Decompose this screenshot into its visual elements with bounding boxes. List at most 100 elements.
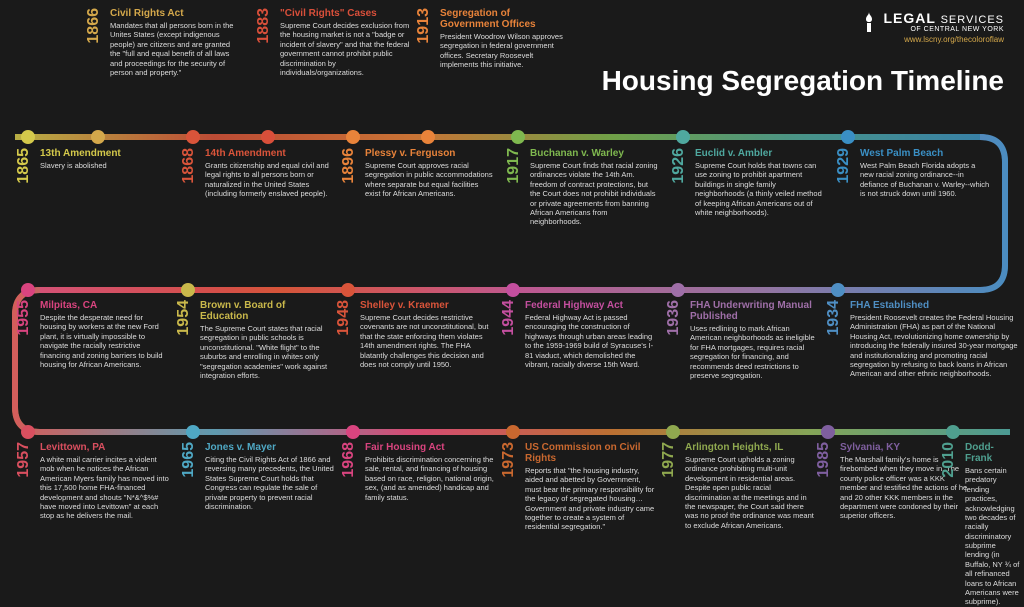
- event-desc: Citing the Civil Rights Act of 1866 and …: [205, 455, 335, 511]
- event-desc: President Woodrow Wilson approves segreg…: [440, 32, 570, 70]
- timeline-event: 1926Euclid v. AmblerSupreme Court holds …: [670, 148, 825, 217]
- event-title: Fair Housing Act: [365, 442, 495, 453]
- event-desc: Reports that "the housing industry, aide…: [525, 466, 655, 532]
- timeline-dot: [186, 425, 200, 439]
- event-desc: Supreme Court decides exclusion from the…: [280, 21, 410, 77]
- event-year: 1917: [505, 148, 523, 184]
- event-desc: West Palm Beach Florida adopts a new rac…: [860, 161, 990, 199]
- event-title: FHA Underwriting Manual Published: [690, 300, 820, 322]
- timeline-event: 1973 US Commission on Civil RightsReports…: [500, 442, 655, 532]
- timeline-event: 1883"Civil Rights" CasesSupreme Court de…: [255, 8, 410, 77]
- event-year: 1955: [15, 300, 33, 336]
- timeline-event: 1917Buchanan v. WarleySupreme Court find…: [505, 148, 660, 227]
- timeline-dot: [181, 283, 195, 297]
- timeline-event: 1955Milpitas, CADespite the desperate ne…: [15, 300, 170, 369]
- timeline-dot: [676, 130, 690, 144]
- event-desc: Prohibits discrimination concerning the …: [365, 455, 495, 502]
- event-year: 1948: [335, 300, 353, 336]
- timeline-event: 1954 Brown v. Board of EducationThe Supre…: [175, 300, 330, 380]
- timeline-dot: [506, 283, 520, 297]
- timeline-event: 1865 13th Amendment Slavery is abolished: [15, 148, 170, 184]
- event-year: 1865: [15, 148, 33, 184]
- logo-sub1: SERVICES: [941, 14, 1004, 26]
- event-year: 1913: [415, 8, 433, 44]
- timeline-dot: [821, 425, 835, 439]
- timeline-dot: [186, 130, 200, 144]
- timeline-event: 1944 Federal Highway Act Federal Highway A…: [500, 300, 655, 369]
- timeline-dot: [506, 425, 520, 439]
- timeline-event: 1977 Arlington Heights, IL Supreme Court u…: [660, 442, 815, 530]
- timeline-dot: [341, 283, 355, 297]
- event-year: 1973: [500, 442, 518, 478]
- timeline-event: 1913 Segregation of Government OfficesPre…: [415, 8, 570, 70]
- main-title: Housing Segregation Timeline: [602, 65, 1004, 97]
- timeline-event: 1929West Palm BeachWest Palm Beach Flori…: [835, 148, 990, 199]
- event-desc: Slavery is abolished: [40, 161, 170, 170]
- timeline-dot: [671, 283, 685, 297]
- event-year: 1934: [825, 300, 843, 336]
- event-year: 1883: [255, 8, 273, 44]
- timeline-dot: [421, 130, 435, 144]
- timeline-dot: [946, 425, 960, 439]
- timeline-event: 1965 Jones v. Mayer Citing the Civil Right…: [180, 442, 335, 511]
- event-title: Jones v. Mayer: [205, 442, 335, 453]
- timeline-dot: [841, 130, 855, 144]
- timeline-event: 1896Plessy v. FergusonSupreme Court appr…: [340, 148, 495, 199]
- event-title: Buchanan v. Warley: [530, 148, 660, 159]
- timeline-dot: [261, 130, 275, 144]
- timeline-dot: [666, 425, 680, 439]
- event-year: 1968: [340, 442, 358, 478]
- event-title: Euclid v. Ambler: [695, 148, 825, 159]
- event-year: 2010: [940, 442, 958, 478]
- timeline-event: 1934 FHA Established President Roosevelt c…: [825, 300, 1020, 379]
- event-desc: Supreme Court approves racial segregatio…: [365, 161, 495, 199]
- timeline-dot: [511, 130, 525, 144]
- event-year: 1965: [180, 442, 198, 478]
- event-year: 1866: [85, 8, 103, 44]
- event-title: Federal Highway Act: [525, 300, 655, 311]
- event-title: Arlington Heights, IL: [685, 442, 815, 453]
- event-desc: Despite the desperate need for housing b…: [40, 313, 170, 369]
- event-title: FHA Established: [850, 300, 1020, 311]
- event-year: 1936: [665, 300, 683, 336]
- timeline-event: 1868 14th Amendment Grants citizenship and…: [180, 148, 335, 199]
- event-desc: Grants citizenship and equal civil and l…: [205, 161, 335, 199]
- logo: LEGAL SERVICES OF CENTRAL NEW YORK: [861, 10, 1004, 33]
- event-title: 14th Amendment: [205, 148, 335, 159]
- event-year: 1868: [180, 148, 198, 184]
- event-desc: A white mail carrier incites a violent m…: [40, 455, 170, 521]
- timeline-dot: [91, 130, 105, 144]
- timeline-dot: [831, 283, 845, 297]
- event-year: 1985: [815, 442, 833, 478]
- event-title: 13th Amendment: [40, 148, 170, 159]
- timeline-event: 1936 FHA Underwriting Manual PublishedUse…: [665, 300, 820, 380]
- event-title: West Palm Beach: [860, 148, 990, 159]
- event-title: Civil Rights Act: [110, 8, 240, 19]
- logo-sub2: OF CENTRAL NEW YORK: [883, 26, 1004, 33]
- event-year: 1926: [670, 148, 688, 184]
- torch-icon: [861, 12, 877, 32]
- event-year: 1944: [500, 300, 518, 336]
- event-desc: Federal Highway Act is passed encouragin…: [525, 313, 655, 369]
- event-title: Brown v. Board of Education: [200, 300, 330, 322]
- timeline-event: 1968 Fair Housing Act Prohibits discrimina…: [340, 442, 495, 502]
- timeline-event: 1957Levittown, PAA white mail carrier in…: [15, 442, 170, 521]
- timeline-event: 2010Dodd-FrankBans certain predatory len…: [940, 442, 1020, 607]
- timeline-dot: [346, 130, 360, 144]
- event-desc: President Roosevelt creates the Federal …: [850, 313, 1020, 379]
- event-title: Shelley v. Kraemer: [360, 300, 490, 311]
- event-desc: Bans certain predatory lending practices…: [965, 466, 1020, 607]
- event-title: Segregation of Government Offices: [440, 8, 570, 30]
- timeline-dot: [21, 130, 35, 144]
- event-desc: Mandates that all persons born in the Un…: [110, 21, 240, 77]
- header: LEGAL SERVICES OF CENTRAL NEW YORK www.l…: [861, 10, 1004, 44]
- event-title: US Commission on Civil Rights: [525, 442, 655, 464]
- event-year: 1957: [15, 442, 33, 478]
- event-desc: The Supreme Court states that racial seg…: [200, 324, 330, 380]
- event-year: 1977: [660, 442, 678, 478]
- event-year: 1954: [175, 300, 193, 336]
- event-desc: Supreme Court upholds a zoning ordinance…: [685, 455, 815, 530]
- event-year: 1896: [340, 148, 358, 184]
- event-desc: Uses redlining to mark African American …: [690, 324, 820, 380]
- timeline-dot: [21, 283, 35, 297]
